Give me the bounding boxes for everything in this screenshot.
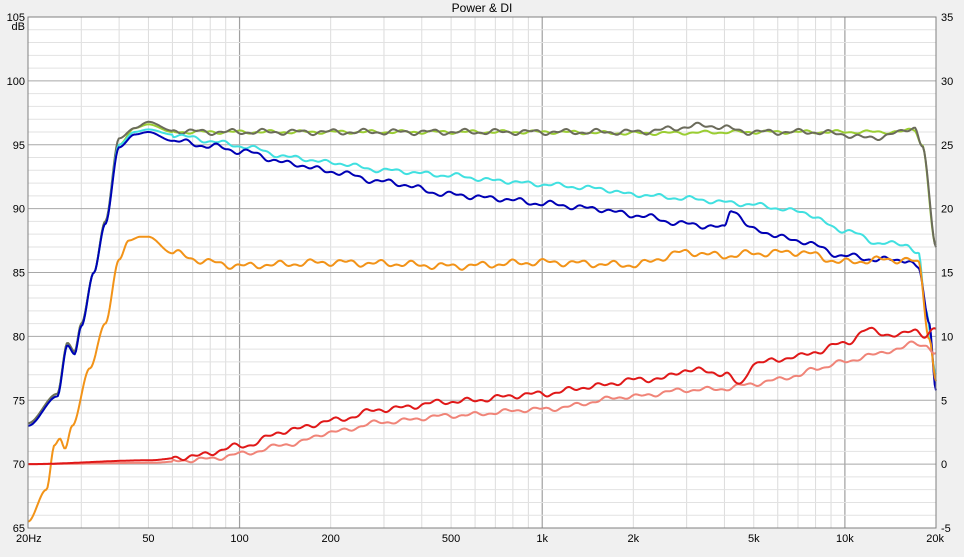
right-tick-label: 20 [941, 204, 953, 216]
x-tick-label: 1k [536, 533, 548, 545]
curve-line [28, 340, 937, 466]
right-tick-label: -5 [941, 523, 951, 535]
left-axis-tick-labels: 65 70 75 80 85 90 95 100 105 [7, 12, 25, 535]
curves [27, 120, 937, 523]
left-tick-label: 65 [13, 523, 25, 535]
left-tick-label: 105 [7, 12, 25, 24]
right-tick-label: 35 [941, 12, 953, 24]
left-tick-label: 80 [13, 331, 25, 343]
left-tick-label: 90 [13, 204, 25, 216]
x-tick-label: 5k [748, 533, 760, 545]
x-tick-label: 500 [442, 533, 460, 545]
x-tick-label: 20k [926, 533, 944, 545]
right-tick-label: 15 [941, 268, 953, 280]
left-tick-label: 95 [13, 140, 25, 152]
x-tick-label: 2k [628, 533, 640, 545]
curve-line [27, 128, 937, 427]
right-tick-label: 10 [941, 331, 953, 343]
curve-line [28, 326, 937, 466]
plot-frame [27, 16, 937, 529]
x-tick-label: 10k [836, 533, 854, 545]
left-tick-label: 75 [13, 395, 25, 407]
x-tick-label: 50 [142, 533, 154, 545]
right-tick-label: 25 [941, 140, 953, 152]
right-axis-tick-labels: -5 0 5 10 15 20 25 30 35 [941, 12, 953, 535]
curve-line [27, 235, 937, 523]
right-tick-label: 30 [941, 76, 953, 88]
right-tick-label: 5 [941, 395, 947, 407]
left-tick-label: 100 [7, 76, 25, 88]
right-tick-label: 0 [941, 459, 947, 471]
x-axis-tick-labels: 20Hz 50 100 200 500 1k 2k 5k 10k 20k [16, 533, 944, 545]
curve-line [27, 120, 937, 425]
x-tick-label: 200 [321, 533, 339, 545]
left-axis-unit: dB [12, 21, 25, 33]
left-tick-label: 70 [13, 459, 25, 471]
left-tick-label: 85 [13, 268, 25, 280]
curve-line [27, 131, 937, 427]
chart-title: Power & DI [452, 1, 513, 15]
x-tick-label: 20Hz [16, 533, 42, 545]
grid [27, 16, 937, 529]
x-tick-label: 100 [230, 533, 248, 545]
